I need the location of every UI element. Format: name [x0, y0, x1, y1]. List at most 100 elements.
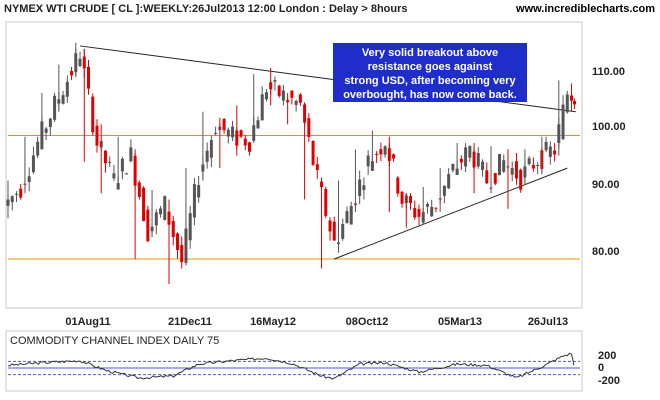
price-x-axis: 01Aug11 21Dec11 16May12 08Oct12 05Mar13 … [65, 316, 568, 328]
candle-body [553, 150, 557, 155]
cci-y-tick: 0 [598, 362, 604, 374]
candle-body [231, 126, 235, 138]
cci-bands [8, 360, 580, 376]
candle-body [192, 184, 196, 218]
cci-y-axis: 200 0 -200 [598, 350, 620, 387]
candle-body [459, 158, 463, 163]
candle-body [514, 161, 518, 179]
candle-body [349, 206, 353, 225]
candle-body [468, 146, 472, 158]
candle-body [311, 140, 315, 165]
candle-body [307, 118, 311, 137]
candle-body [362, 185, 366, 191]
price-panel-frame [5, 21, 583, 309]
candle-body [248, 142, 252, 152]
candle-body [31, 155, 35, 173]
candle-body [120, 158, 124, 172]
candle-body [91, 96, 95, 133]
candle-body [188, 213, 192, 241]
price-x-tick: 05Mar13 [438, 316, 482, 328]
price-y-axis: 110.00 100.00 90.00 80.00 [592, 66, 626, 258]
candle-body [561, 104, 565, 140]
candle-body [103, 150, 107, 164]
candle-body [209, 140, 213, 158]
candle-body [48, 118, 52, 128]
candle-body [36, 141, 40, 156]
price-reference-lines [8, 45, 580, 260]
candle-body [502, 160, 506, 172]
candle-body [481, 161, 485, 170]
candle-body [451, 163, 455, 171]
candle-body [413, 207, 417, 218]
candle-body [573, 101, 577, 105]
cci-title: COMMODITY CHANNEL INDEX DAILY 75 [10, 335, 219, 347]
candle-body [531, 164, 535, 169]
candle-body [78, 58, 82, 67]
annotation-line: strong USD, after becoming very [344, 75, 516, 87]
candle-body [485, 170, 489, 184]
candle-body [294, 100, 298, 105]
candle-body [214, 132, 218, 134]
candle-body [290, 90, 294, 98]
candle-body [425, 204, 429, 207]
candle-body [95, 125, 99, 146]
candle-body [430, 206, 434, 217]
candle-body [222, 118, 226, 131]
candle-body [464, 147, 468, 167]
trendline [334, 167, 568, 260]
candle-body [163, 196, 167, 220]
candle-body [447, 174, 451, 189]
price-y-tick: 110.00 [592, 66, 625, 78]
candle-body [112, 173, 116, 179]
price-y-tick: 90.00 [592, 179, 620, 191]
candle-body [536, 165, 540, 167]
candle-body [264, 92, 268, 100]
annotation-line: overbought, has now come back. [343, 89, 517, 101]
cci-y-tick: -200 [598, 375, 620, 387]
candle-body [324, 189, 328, 216]
candle-body [417, 209, 421, 217]
candle-body [260, 94, 264, 121]
candle-body [510, 168, 514, 175]
candle-body [277, 85, 281, 96]
chart-title: NYMEX WTI CRUDE [ CL ]:WEEKLY:26Jul2013 … [4, 3, 408, 15]
candle-body [108, 161, 112, 163]
candle-body [53, 95, 57, 120]
candle-body [332, 221, 336, 241]
annotation: Very solid breakout above resistance goe… [333, 43, 527, 102]
candle-body [243, 138, 247, 146]
candle-body [142, 187, 146, 222]
candle-body [197, 185, 201, 198]
candle-body [400, 191, 404, 204]
candle-body [125, 173, 129, 175]
cci-line [7, 352, 575, 380]
candle-body [527, 158, 531, 165]
candle-body [10, 196, 14, 203]
price-y-tick: 80.00 [592, 246, 620, 258]
candle-body [14, 193, 18, 195]
candle-body [548, 146, 552, 157]
candle-body [392, 154, 396, 159]
candle-body [544, 141, 548, 151]
candle-body [171, 220, 175, 238]
candle-body [565, 94, 569, 113]
annotation-box [333, 43, 527, 102]
candle-body [159, 208, 163, 215]
candle-body [442, 185, 446, 196]
candle-body [70, 71, 74, 76]
candle-body [205, 150, 209, 162]
site-url: www.incrediblecharts.com [515, 3, 655, 15]
candle-body [65, 81, 69, 97]
candle-body [87, 66, 91, 89]
candle-body [27, 176, 31, 183]
candle-body [493, 173, 497, 184]
candle-body [358, 179, 362, 197]
candle-body [146, 209, 150, 242]
candle-body [476, 153, 480, 167]
candle-body [519, 169, 523, 190]
candle-body [273, 80, 277, 82]
candle-body [239, 130, 243, 137]
